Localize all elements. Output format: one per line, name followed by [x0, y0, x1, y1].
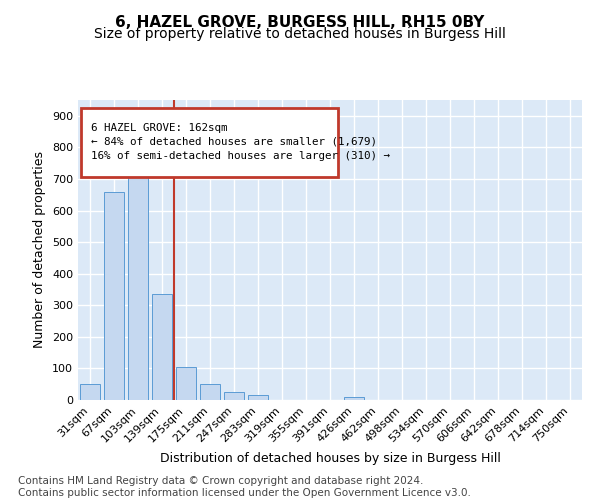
Bar — [104, 192, 124, 400]
Bar — [200, 384, 220, 400]
Y-axis label: Number of detached properties: Number of detached properties — [34, 152, 46, 348]
Bar — [176, 367, 196, 400]
Bar — [344, 397, 364, 400]
Text: 6 HAZEL GROVE: 162sqm
← 84% of detached houses are smaller (1,679)
16% of semi-d: 6 HAZEL GROVE: 162sqm ← 84% of detached … — [91, 123, 389, 161]
Text: Size of property relative to detached houses in Burgess Hill: Size of property relative to detached ho… — [94, 27, 506, 41]
Text: 6, HAZEL GROVE, BURGESS HILL, RH15 0BY: 6, HAZEL GROVE, BURGESS HILL, RH15 0BY — [115, 15, 485, 30]
FancyBboxPatch shape — [80, 108, 338, 176]
Bar — [248, 396, 268, 400]
Bar — [224, 392, 244, 400]
X-axis label: Distribution of detached houses by size in Burgess Hill: Distribution of detached houses by size … — [160, 452, 500, 465]
Bar — [152, 294, 172, 400]
Text: Contains HM Land Registry data © Crown copyright and database right 2024.
Contai: Contains HM Land Registry data © Crown c… — [18, 476, 471, 498]
Bar — [128, 163, 148, 400]
Bar — [80, 384, 100, 400]
